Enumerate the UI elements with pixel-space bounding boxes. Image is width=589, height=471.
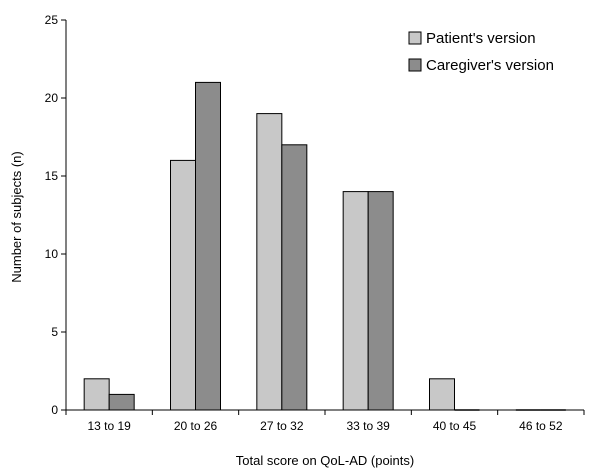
bar-caregiver bbox=[108, 393, 135, 411]
legend-label: Patient's version bbox=[426, 30, 536, 47]
legend-label: Caregiver's version bbox=[426, 57, 554, 74]
y-axis-label: Number of subjects (n) bbox=[9, 151, 24, 283]
bar-patient bbox=[429, 378, 455, 411]
y-tick-label: 10 bbox=[45, 247, 59, 261]
x-axis: 13 to 19 20 to 26 27 to 32 33 to 39 40 to 45… bbox=[65, 409, 585, 433]
x-tick-label: 13 to 19 bbox=[87, 419, 131, 433]
x-tick-label: 27 to 32 bbox=[260, 419, 304, 433]
bar-caregiver bbox=[195, 81, 221, 411]
y-tick-label: 25 bbox=[45, 13, 59, 27]
x-axis-label: Total score on QoL-AD (points) bbox=[236, 453, 414, 468]
bar-patient bbox=[256, 113, 283, 411]
bar-patient bbox=[342, 191, 369, 411]
legend-swatch bbox=[408, 58, 422, 72]
bars bbox=[83, 81, 566, 411]
bar-caregiver bbox=[281, 144, 308, 411]
y-tick-label: 15 bbox=[45, 169, 59, 183]
x-tick-label: 40 to 45 bbox=[433, 419, 477, 433]
y-tick-label: 20 bbox=[45, 91, 59, 105]
legend-swatch bbox=[408, 31, 422, 45]
bar-patient bbox=[83, 378, 110, 411]
legend: Patient's version Caregiver's version bbox=[408, 30, 554, 74]
bar-patient bbox=[170, 159, 196, 411]
x-tick-label: 46 to 52 bbox=[519, 419, 563, 433]
x-tick-label: 33 to 39 bbox=[346, 419, 390, 433]
y-tick-label: 5 bbox=[51, 325, 58, 339]
y-axis: 0 5 10 15 20 25 bbox=[45, 13, 67, 417]
bar-caregiver bbox=[367, 191, 394, 411]
y-tick-label: 0 bbox=[51, 403, 58, 417]
x-tick-label: 20 to 26 bbox=[174, 419, 218, 433]
